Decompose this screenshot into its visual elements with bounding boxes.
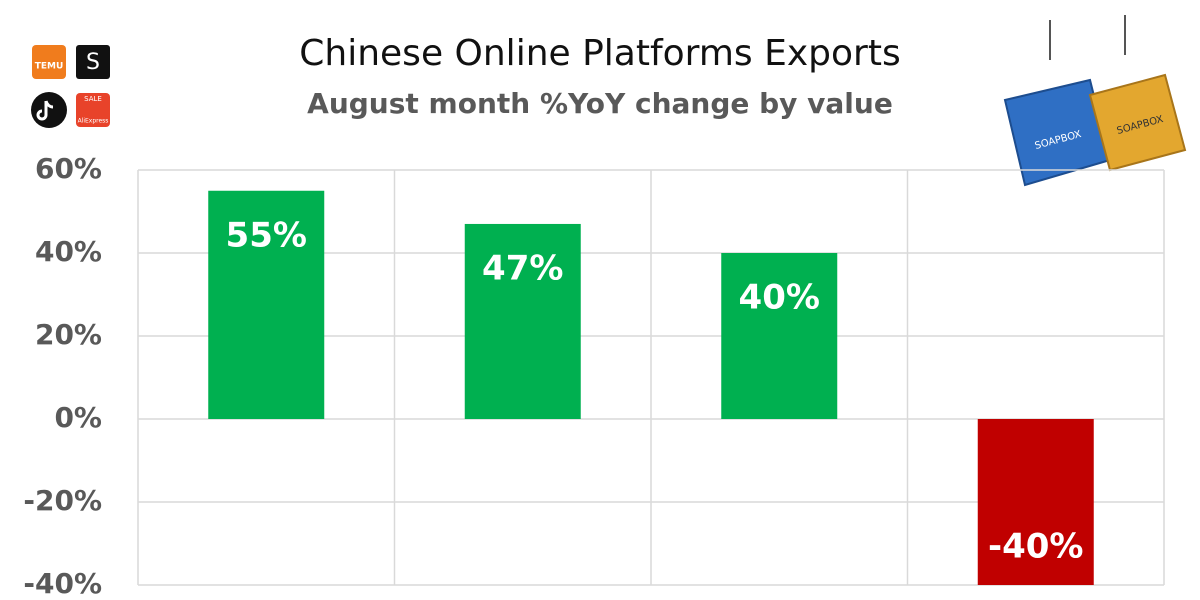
y-tick-label: 60% xyxy=(35,152,102,185)
y-tick-label: 20% xyxy=(35,318,102,351)
logos: TEMU S SALE AliExpress xyxy=(31,45,110,128)
y-tick-label: -40% xyxy=(23,567,102,600)
tiktok-logo xyxy=(31,92,67,128)
bar xyxy=(977,419,1094,585)
container-image: SOAPBOX SOAPBOX xyxy=(1003,15,1187,187)
bar xyxy=(208,190,325,419)
bar xyxy=(464,223,581,419)
tiktok-note xyxy=(36,100,54,121)
value-label: 47% xyxy=(482,248,563,288)
logo-text: S xyxy=(86,50,100,75)
y-tick-label: 0% xyxy=(54,401,102,434)
logo-text: AliExpress xyxy=(78,118,109,125)
bar xyxy=(721,253,838,419)
logo-text: TEMU xyxy=(35,62,64,72)
shein-logo xyxy=(76,45,110,79)
value-label: -40% xyxy=(988,527,1084,567)
y-tick-label: 40% xyxy=(35,235,102,268)
value-label: 55% xyxy=(226,215,307,255)
chart-subtitle: August month %YoY change by value xyxy=(307,87,893,120)
y-tick-label: -20% xyxy=(23,484,102,517)
aliexpress-logo xyxy=(76,93,110,127)
logo-text: SALE xyxy=(84,95,102,103)
chart-title: Chinese Online Platforms Exports xyxy=(299,33,900,74)
orange-container xyxy=(1088,73,1187,172)
value-label: 40% xyxy=(739,278,820,318)
temu-logo xyxy=(32,45,66,79)
